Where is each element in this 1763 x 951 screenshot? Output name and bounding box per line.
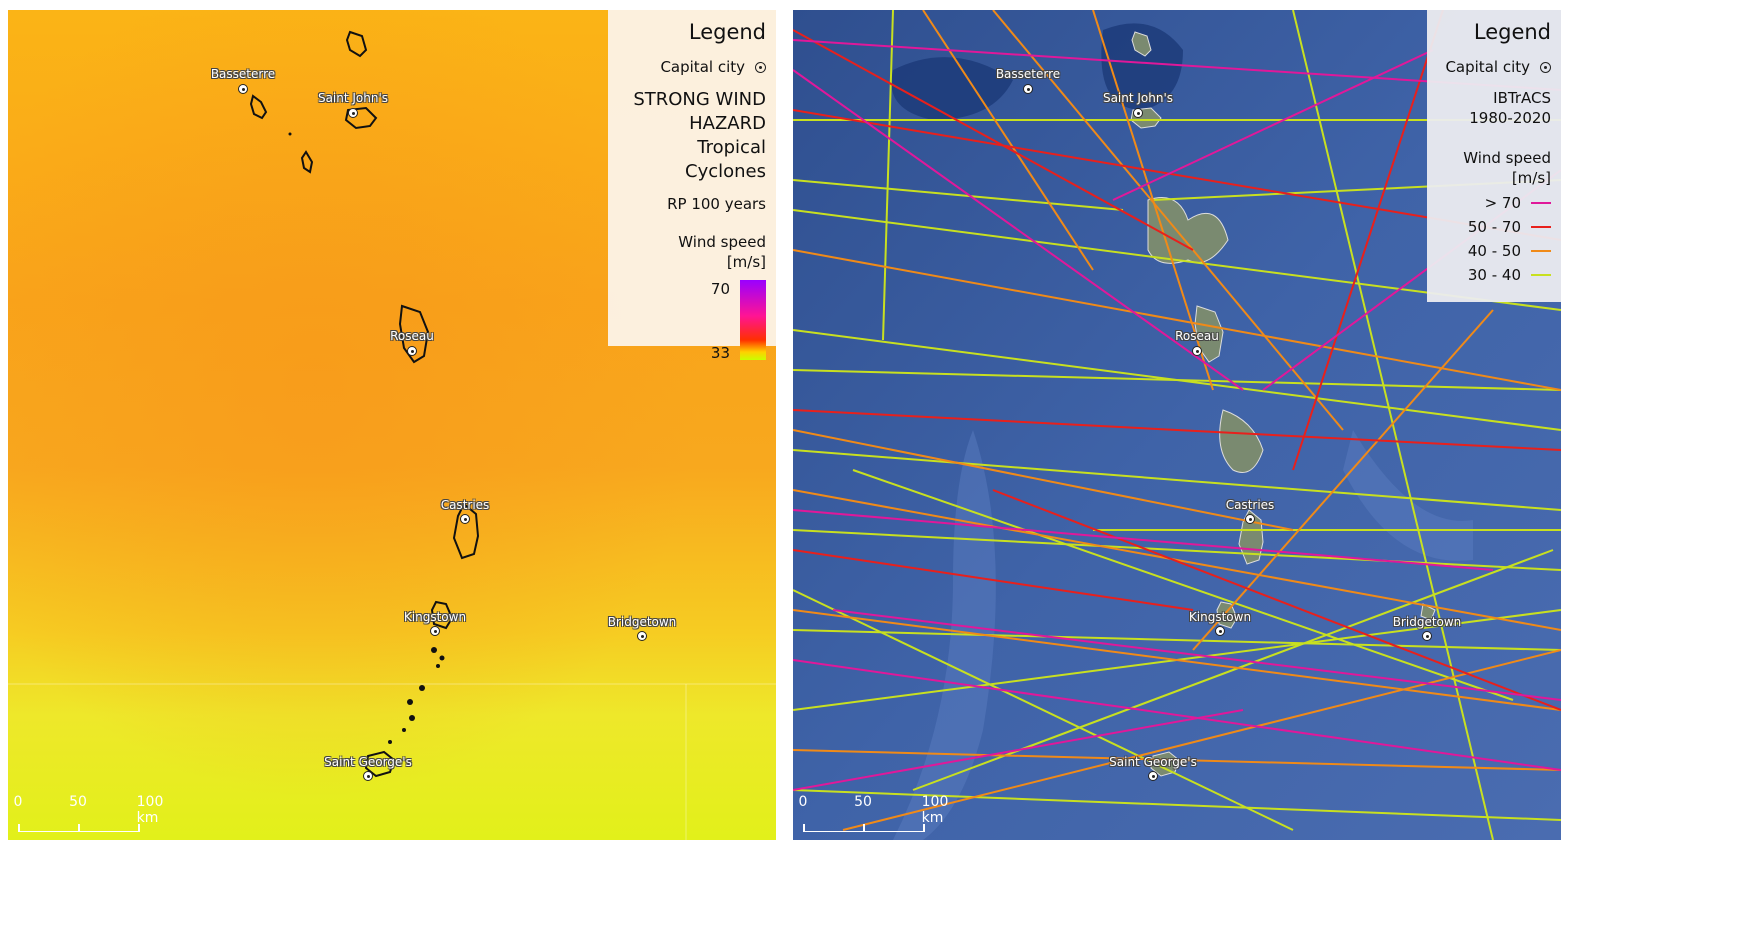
wind-class-swatch xyxy=(1531,250,1551,252)
capital-city-icon xyxy=(755,61,766,73)
city-label-kingstown: Kingstown xyxy=(1188,610,1252,624)
cyclone-tracks xyxy=(793,10,1561,840)
shelf-areas xyxy=(891,23,1183,120)
city-label-bridgetown: Bridgetown xyxy=(607,615,677,629)
ramp-max-label: 70 xyxy=(710,280,730,298)
wind-speed-label: Wind speed [m/s] xyxy=(618,232,766,272)
color-ramp-bar xyxy=(740,280,766,360)
right-legend: Legend Capital city IBTrACS 1980-2020 Wi… xyxy=(1427,10,1561,302)
scale-label-50: 50 xyxy=(69,794,87,810)
scale-tick xyxy=(923,824,925,832)
city-label-basseterre: Basseterre xyxy=(995,67,1061,81)
hazard-title-line2: HAZARD xyxy=(689,113,766,134)
small-islands xyxy=(288,132,445,744)
scale-tick xyxy=(863,824,865,832)
capital-marker-icon[interactable] xyxy=(1148,771,1158,781)
capital-legend-row: Capital city xyxy=(1437,58,1551,76)
scale-label-0: 0 xyxy=(13,794,23,810)
city-label-basseterre: Basseterre xyxy=(210,67,276,81)
scale-tick xyxy=(78,824,80,832)
source-label: IBTrACS 1980-2020 xyxy=(1437,88,1551,128)
city-label-saint-georges: Saint George's xyxy=(1109,755,1197,769)
ridge-shading xyxy=(893,430,1473,840)
capital-marker-icon[interactable] xyxy=(1133,108,1143,118)
capital-marker-icon[interactable] xyxy=(407,346,417,356)
wind-speed-title: Wind speed xyxy=(678,233,766,251)
wind-class-label: > 70 xyxy=(1484,194,1521,212)
capital-city-icon xyxy=(1540,61,1551,73)
wind-speed-unit: [m/s] xyxy=(1511,169,1551,187)
hazard-title: STRONG WIND HAZARD Tropical Cyclones xyxy=(618,88,766,184)
wind-class-row: 30 - 40 xyxy=(1437,266,1551,284)
scale-label-100: 100 km xyxy=(921,794,949,826)
source-line1: IBTrACS xyxy=(1493,89,1551,107)
capital-marker-icon[interactable] xyxy=(1215,626,1225,636)
wind-class-swatch xyxy=(1531,226,1551,228)
wind-speed-unit: [m/s] xyxy=(726,253,766,271)
wind-speed-label: Wind speed [m/s] xyxy=(1437,148,1551,188)
wind-class-label: 40 - 50 xyxy=(1467,242,1521,260)
hazard-title-line1: STRONG WIND xyxy=(633,89,766,110)
wind-speed-title: Wind speed xyxy=(1463,149,1551,167)
capital-marker-icon[interactable] xyxy=(1422,631,1432,641)
capital-marker-icon[interactable] xyxy=(1192,346,1202,356)
city-label-castries: Castries xyxy=(440,498,490,512)
wind-class-row: 50 - 70 xyxy=(1437,218,1551,236)
capital-marker-icon[interactable] xyxy=(460,514,470,524)
capital-legend-label: Capital city xyxy=(660,58,745,76)
wind-class-row: > 70 xyxy=(1437,194,1551,212)
cyclone-tracks-map[interactable]: Legend Capital city IBTrACS 1980-2020 Wi… xyxy=(793,10,1561,840)
capital-legend-label: Capital city xyxy=(1445,58,1530,76)
capital-marker-icon[interactable] xyxy=(1023,84,1033,94)
capital-legend-row: Capital city xyxy=(618,58,766,76)
scale-tick xyxy=(803,824,805,832)
wind-class-swatch xyxy=(1531,274,1551,276)
scale-label-50: 50 xyxy=(854,794,872,810)
city-label-saint-georges: Saint George's xyxy=(324,755,412,769)
capital-marker-icon[interactable] xyxy=(363,771,373,781)
left-legend: Legend Capital city STRONG WIND HAZARD T… xyxy=(608,10,776,362)
wind-class-label: 50 - 70 xyxy=(1467,218,1521,236)
scale-tick xyxy=(18,824,20,832)
capital-marker-icon[interactable] xyxy=(430,626,440,636)
wind-class-swatch xyxy=(1531,202,1551,204)
scale-bar: 0 50 100 km xyxy=(13,794,163,834)
ramp-min-label: 33 xyxy=(710,344,730,362)
scale-bar: 0 50 100 km xyxy=(798,794,948,834)
island-outlines xyxy=(249,30,480,778)
capital-marker-icon[interactable] xyxy=(348,108,358,118)
city-label-saint-johns: Saint John's xyxy=(1102,91,1174,105)
city-label-saint-johns: Saint John's xyxy=(317,91,389,105)
city-label-bridgetown: Bridgetown xyxy=(1392,615,1462,629)
wind-class-row: 40 - 50 xyxy=(1437,242,1551,260)
capital-marker-icon[interactable] xyxy=(238,84,248,94)
wind-class-label: 30 - 40 xyxy=(1467,266,1521,284)
scale-tick xyxy=(138,824,140,832)
legend-title: Legend xyxy=(1473,20,1551,44)
scale-label-0: 0 xyxy=(798,794,808,810)
city-label-kingstown: Kingstown xyxy=(403,610,467,624)
source-line2: 1980-2020 xyxy=(1469,109,1551,127)
city-label-roseau: Roseau xyxy=(1175,329,1219,343)
hazard-title-line3: Tropical Cyclones xyxy=(685,137,766,182)
return-period: RP 100 years xyxy=(667,195,766,213)
capital-marker-icon[interactable] xyxy=(637,631,647,641)
legend-title: Legend xyxy=(688,20,766,44)
color-ramp: 70 33 xyxy=(618,280,766,362)
city-label-roseau: Roseau xyxy=(390,329,434,343)
city-label-castries: Castries xyxy=(1225,498,1275,512)
capital-marker-icon[interactable] xyxy=(1245,514,1255,524)
wind-hazard-map[interactable]: Legend Capital city STRONG WIND HAZARD T… xyxy=(8,10,776,840)
scale-label-100: 100 km xyxy=(136,794,164,826)
